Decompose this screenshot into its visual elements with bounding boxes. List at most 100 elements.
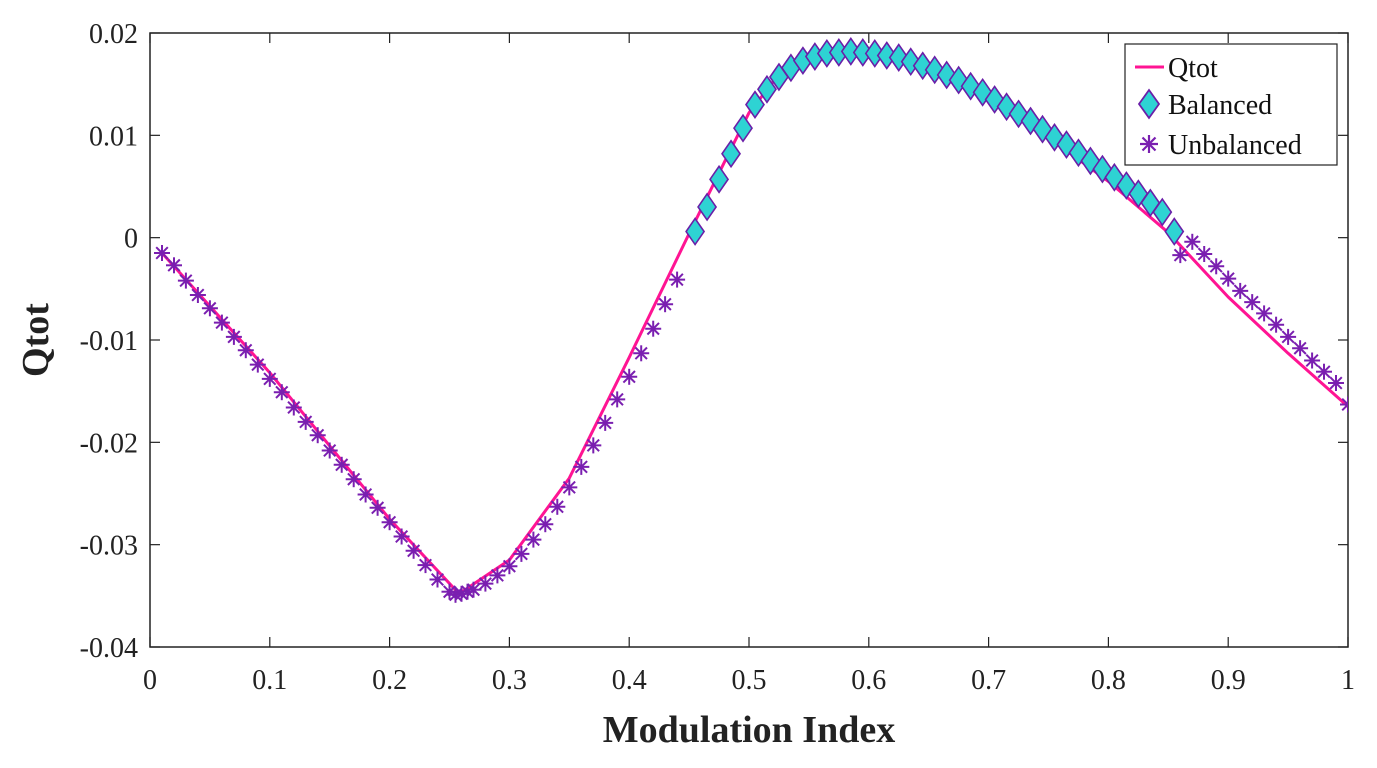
x-axis-title: Modulation Index (603, 709, 895, 751)
unbalanced-point (1232, 282, 1249, 299)
x-tick-label: 0.2 (372, 665, 407, 696)
unbalanced-point (561, 479, 578, 496)
unbalanced-point (513, 545, 530, 562)
x-axis: 0 0.1 0.2 0.3 0.4 0.5 0.6 0.7 0.8 0.9 1 (143, 33, 1355, 696)
unbalanced-point (633, 345, 650, 362)
unbalanced-point (1172, 247, 1189, 264)
balanced-point (733, 113, 753, 143)
unbalanced-point (549, 498, 566, 515)
balanced-point (721, 139, 742, 169)
unbalanced-point (273, 384, 290, 401)
unbalanced-point (321, 442, 338, 459)
unbalanced-point (237, 342, 254, 359)
unbalanced-point (405, 542, 422, 559)
balanced-point (1152, 197, 1173, 227)
unbalanced-point (297, 413, 314, 430)
y-tick-label: 0.02 (89, 19, 138, 50)
legend-label-unbalanced: Unbalanced (1168, 130, 1302, 161)
unbalanced-point (657, 296, 674, 313)
unbalanced-point (333, 456, 350, 473)
x-tick-label: 0.3 (492, 665, 527, 696)
y-tick-label: -0.01 (80, 326, 138, 357)
unbalanced-point (249, 356, 266, 373)
unbalanced-point (477, 575, 494, 592)
unbalanced-point (585, 437, 602, 454)
legend-entry-qtot: Qtot (1135, 53, 1218, 84)
x-tick-label: 0.6 (851, 665, 886, 696)
y-tick-label: 0.01 (89, 121, 138, 152)
unbalanced-point (465, 581, 482, 598)
unbalanced-point (429, 571, 446, 588)
legend-box (1124, 43, 1338, 166)
x-tick-label: 0.5 (732, 665, 767, 696)
legend-label-qtot: Qtot (1168, 53, 1218, 84)
balanced-point (685, 217, 706, 246)
unbalanced-point (537, 516, 554, 533)
unbalanced-point (1304, 352, 1321, 369)
x-tick-label: 1 (1341, 665, 1355, 696)
unbalanced-point (261, 370, 278, 387)
unbalanced-point (1292, 340, 1309, 357)
unbalanced-point (1208, 258, 1225, 275)
balanced-point (1164, 217, 1185, 246)
legend-entry-balanced: Balanced (1137, 88, 1272, 121)
unbalanced-point (609, 391, 626, 408)
balanced-point (756, 74, 777, 104)
balanced-point (745, 90, 765, 120)
unbalanced-point (369, 499, 386, 516)
unbalanced-point (1340, 396, 1348, 413)
x-tick-label: 0.8 (1091, 665, 1126, 696)
y-tick-label: -0.02 (80, 428, 138, 459)
unbalanced-point (489, 567, 506, 584)
x-tick-label: 0.4 (612, 665, 647, 696)
unbalanced-point (189, 287, 206, 303)
unbalanced-point (345, 471, 362, 488)
y-tick-label: 0 (124, 224, 138, 255)
unbalanced-point (1184, 233, 1201, 250)
balanced-point (876, 41, 897, 70)
unbalanced-point (501, 558, 518, 575)
unbalanced-point (393, 528, 410, 545)
y-axis: 0.02 0.01 0 -0.01 -0.02 -0.03 -0.04 (80, 19, 1348, 664)
unbalanced-point (597, 414, 614, 431)
balanced-point (900, 47, 921, 77)
legend-label-balanced: Balanced (1168, 90, 1272, 121)
legend-entry-unbalanced: Unbalanced (1140, 130, 1302, 161)
y-tick-label: -0.03 (80, 531, 138, 562)
unbalanced-point (166, 257, 182, 274)
balanced-point (709, 164, 730, 194)
unbalanced-point (1256, 305, 1273, 322)
unbalanced-point (417, 557, 434, 574)
unbalanced-point (309, 427, 326, 444)
x-tick-label: 0.9 (1211, 665, 1246, 696)
balanced-point (1008, 99, 1029, 129)
unbalanced-point (1244, 294, 1261, 311)
balanced-point (697, 192, 718, 222)
x-tick-label: 0.7 (971, 665, 1006, 696)
unbalanced-point (573, 458, 590, 475)
unbalanced-point (525, 531, 542, 548)
unbalanced-point (177, 272, 194, 289)
unbalanced-point (201, 300, 218, 317)
unbalanced-point (1280, 328, 1297, 345)
unbalanced-point (285, 399, 302, 416)
unbalanced-point (154, 245, 170, 261)
unbalanced-point (621, 368, 638, 385)
unbalanced-point (213, 314, 230, 331)
unbalanced-point (225, 328, 242, 345)
unbalanced-point (1268, 316, 1285, 333)
balanced-point (864, 39, 885, 68)
unbalanced-point (1316, 363, 1332, 380)
legend-asterisk-marker (1140, 135, 1158, 153)
x-tick-label: 0 (143, 665, 157, 696)
y-tick-label: -0.04 (80, 633, 138, 664)
unbalanced-point (645, 320, 662, 337)
legend: Qtot Balanced Unbalanced (1124, 43, 1338, 166)
unbalanced-point (381, 514, 398, 531)
unbalanced-point (669, 271, 686, 288)
unbalanced-point (1328, 375, 1344, 391)
x-tick-label: 0.1 (252, 665, 287, 696)
y-axis-title: Qtot (15, 303, 57, 377)
unbalanced-point (1220, 270, 1237, 287)
